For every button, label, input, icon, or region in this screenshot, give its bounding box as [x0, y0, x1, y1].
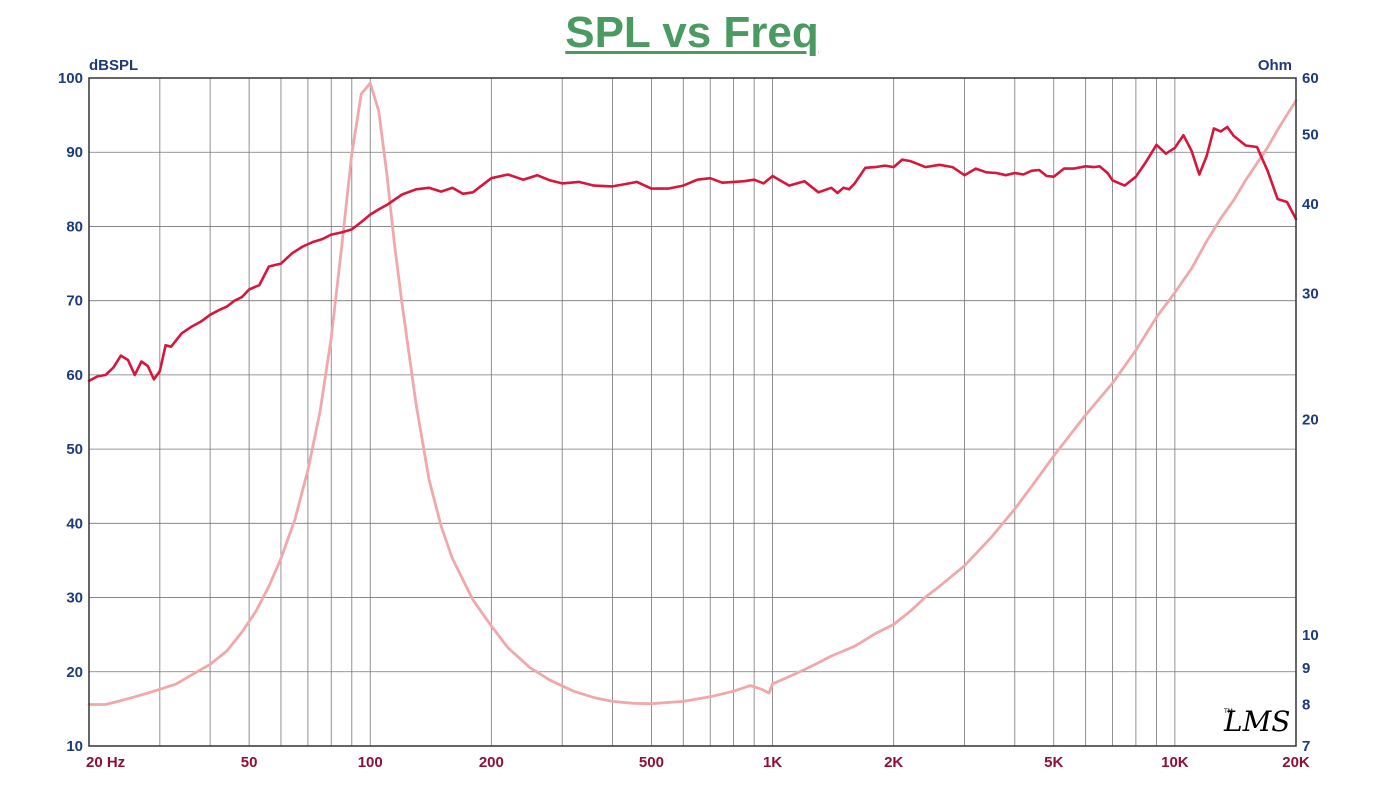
- y-right-tick-label: 9: [1302, 660, 1310, 677]
- y-right-tick-label: 60: [1302, 70, 1319, 87]
- y-left-tick-label: 70: [66, 293, 83, 310]
- x-tick-label: 2K: [884, 754, 903, 771]
- y-left-tick-label: 20: [66, 664, 83, 681]
- chart-title: SPL vs Freq: [565, 8, 819, 57]
- y-right-tick-label: 30: [1302, 286, 1319, 303]
- y-right-tick-label: 10: [1302, 627, 1319, 644]
- plot-series: [87, 81, 1298, 706]
- y-left-tick-label: 60: [66, 367, 83, 384]
- y-left-tick-label: 90: [66, 144, 83, 161]
- y-right-tick-label: 40: [1302, 196, 1319, 213]
- y-right-tick-label: 8: [1302, 696, 1310, 713]
- grid: [89, 78, 1296, 746]
- x-tick-label: 50: [241, 754, 258, 771]
- plot-frame: [88, 77, 1297, 747]
- x-tick-label: 10K: [1161, 754, 1189, 771]
- y-right-axis-label: Ohm: [1258, 57, 1292, 74]
- y-left-tick-label: 100: [58, 70, 83, 87]
- x-tick-label: 1K: [763, 754, 782, 771]
- y-right-tick-label: 20: [1302, 412, 1319, 429]
- x-tick-label: 100: [358, 754, 383, 771]
- svg-text:TM: TM: [1223, 708, 1233, 715]
- x-tick-labels: 20 Hz 50 100 200 500 1K 2K 5K 10K 20K: [86, 754, 1310, 771]
- y-left-tick-label: 40: [66, 515, 83, 532]
- y-left-tick-label: 80: [66, 218, 83, 235]
- spl-curve: [87, 125, 1298, 383]
- x-tick-label: 500: [639, 754, 664, 771]
- y-left-axis-label: dBSPL: [89, 57, 138, 74]
- y-left-tick-label: 10: [66, 738, 83, 755]
- y-right-tick-label: 50: [1302, 127, 1319, 144]
- svg-text:LMS: LMS: [1223, 705, 1290, 738]
- y-right-tick-labels: 7 8 9 10 20 30 40 50 60: [1302, 70, 1319, 755]
- impedance-curve: [87, 81, 1298, 706]
- x-tick-label: 20K: [1282, 754, 1310, 771]
- y-right-tick-label: 7: [1302, 738, 1310, 755]
- x-tick-label: 20 Hz: [86, 754, 125, 771]
- y-left-tick-labels: 10 20 30 40 50 60 70 80 90 100: [58, 70, 83, 755]
- lms-logo: LMS TM: [1223, 705, 1290, 738]
- y-left-tick-label: 50: [66, 441, 83, 458]
- x-tick-label: 5K: [1044, 754, 1063, 771]
- x-tick-label: 200: [479, 754, 504, 771]
- y-left-tick-label: 30: [66, 590, 83, 607]
